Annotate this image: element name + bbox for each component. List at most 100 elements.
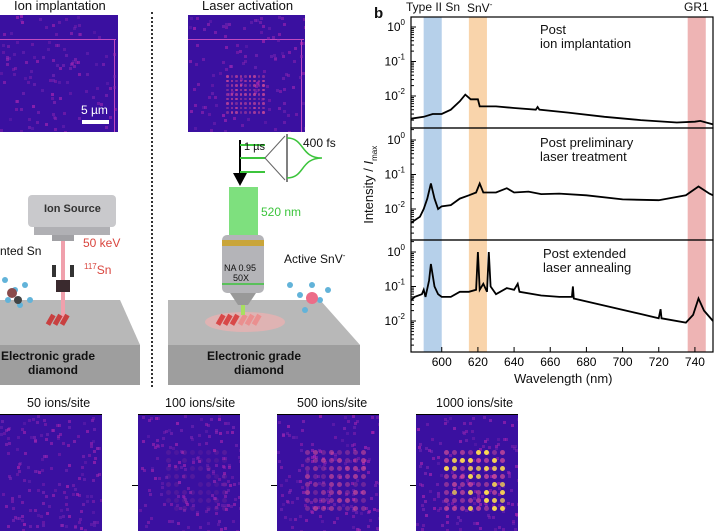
emitter-spot (182, 490, 187, 495)
noise-pixel (3, 432, 6, 435)
emitter-spot (337, 474, 342, 479)
noise-pixel (43, 419, 46, 422)
noise-pixel (8, 442, 11, 445)
emitter-spot (166, 498, 171, 503)
noise-pixel (376, 416, 379, 419)
noise-pixel (187, 526, 190, 529)
noise-pixel (278, 460, 281, 463)
noise-pixel (169, 446, 172, 449)
emitter-spot (361, 506, 366, 511)
emitter-spot (198, 466, 203, 471)
noise-pixel (352, 515, 355, 518)
noise-pixel (9, 477, 12, 480)
axis-tick (410, 485, 416, 486)
noise-pixel (34, 439, 37, 442)
emitter-spot (484, 474, 489, 479)
emitter-spot (222, 450, 227, 455)
noise-pixel (21, 428, 24, 431)
emitter-spot (484, 498, 489, 503)
noise-pixel (92, 479, 95, 482)
emitter-spot (190, 490, 195, 495)
noise-pixel (184, 468, 187, 471)
noise-pixel (5, 505, 8, 508)
noise-pixel (11, 500, 14, 503)
noise-pixel (440, 474, 443, 477)
noise-pixel (36, 525, 39, 528)
emitter-spot (468, 506, 473, 511)
emitter-spot (484, 482, 489, 487)
noise-pixel (78, 494, 81, 497)
noise-pixel (56, 424, 59, 427)
emitter-spot (353, 498, 358, 503)
band-1 (469, 17, 487, 352)
axis-tick (132, 485, 138, 486)
noise-pixel (154, 477, 157, 480)
emitter-spot (345, 458, 350, 463)
noise-pixel (479, 527, 482, 530)
noise-pixel (32, 418, 35, 421)
emitter-spot (206, 458, 211, 463)
noise-pixel (28, 489, 31, 492)
noise-pixel (343, 427, 346, 430)
noise-pixel (78, 521, 81, 524)
noise-pixel (28, 419, 31, 422)
noise-pixel (217, 523, 220, 526)
noise-pixel (418, 446, 421, 449)
noise-pixel (439, 507, 442, 510)
noise-pixel (424, 500, 427, 503)
noise-pixel (191, 438, 194, 441)
emitter-spot (361, 458, 366, 463)
emitter-spot (337, 466, 342, 471)
noise-pixel (168, 429, 171, 432)
noise-pixel (287, 425, 290, 428)
noise-pixel (374, 484, 377, 487)
noise-pixel (7, 428, 10, 431)
noise-pixel (77, 435, 80, 438)
pl-image-1 (0, 414, 102, 531)
noise-pixel (100, 499, 102, 502)
noise-pixel (21, 501, 24, 504)
subpanel-title-3b: laser annealing (543, 260, 631, 275)
emitter-spot (313, 474, 318, 479)
noise-pixel (0, 433, 3, 436)
noise-pixel (437, 462, 440, 465)
emitter-spot (206, 506, 211, 511)
emitter-spot (452, 466, 457, 471)
noise-pixel (224, 527, 227, 530)
noise-pixel (300, 449, 303, 452)
noise-pixel (93, 461, 96, 464)
noise-pixel (370, 497, 373, 500)
emitter-spot (361, 474, 366, 479)
noise-pixel (205, 442, 208, 445)
emitter-spot (198, 450, 203, 455)
noise-pixel (341, 439, 344, 442)
noise-pixel (68, 464, 71, 467)
noise-pixel (73, 440, 76, 443)
noise-pixel (175, 443, 178, 446)
noise-pixel (353, 432, 356, 435)
noise-pixel (30, 436, 33, 439)
emitter-spot (345, 498, 350, 503)
noise-pixel (429, 473, 432, 476)
noise-pixel (36, 421, 39, 424)
noise-pixel (517, 503, 518, 506)
emitter-spot (353, 474, 358, 479)
noise-pixel (161, 444, 164, 447)
emitter-spot (337, 482, 342, 487)
noise-pixel (352, 415, 355, 418)
emitter-spot (452, 482, 457, 487)
noise-pixel (512, 520, 515, 523)
noise-pixel (42, 502, 45, 505)
emitter-spot (484, 490, 489, 495)
noise-pixel (517, 479, 518, 482)
emitter-spot (313, 466, 318, 471)
noise-pixel (142, 416, 145, 419)
emitter-spot (321, 450, 326, 455)
noise-pixel (296, 497, 299, 500)
y-tick-label: 10-2 (385, 87, 406, 103)
emitter-spot (182, 458, 187, 463)
noise-pixel (421, 504, 424, 507)
emitter-spot (329, 498, 334, 503)
emitter-spot (313, 458, 318, 463)
noise-pixel (235, 444, 238, 447)
